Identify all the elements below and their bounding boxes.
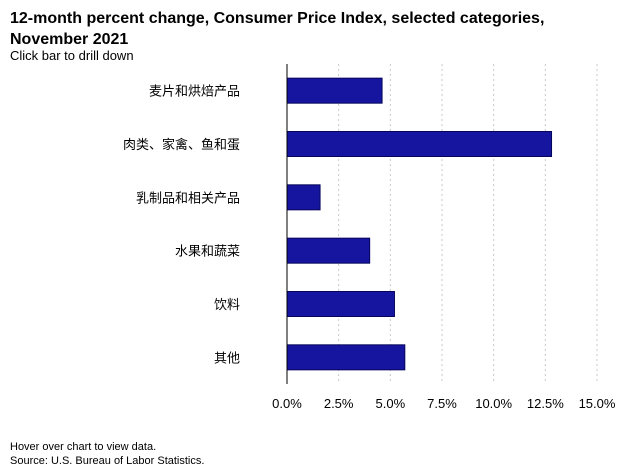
x-tick-label: 10.0% <box>475 396 512 411</box>
category-label: 其他 <box>214 351 240 366</box>
bar[interactable] <box>286 131 553 157</box>
category-label: 饮料 <box>214 298 240 313</box>
category-label: 肉类、家禽、鱼和蛋 <box>123 137 240 153</box>
bars <box>286 77 553 371</box>
category-label: 水果和蔬菜 <box>175 245 240 260</box>
x-tick-label: 5.0% <box>376 396 406 411</box>
bar[interactable] <box>286 77 383 104</box>
chart-footer: Hover over chart to view data. Source: U… <box>10 440 204 468</box>
x-tick-label: 7.5% <box>427 396 457 411</box>
x-tick-labels: 0.0% 2.5% 5.0% 7.5% 10.0% 12.5% 15.0% <box>272 396 616 411</box>
category-label: 乳制品和相关产品 <box>136 191 240 206</box>
gridlines <box>338 64 598 384</box>
x-tick-label: 0.0% <box>272 396 302 411</box>
bar[interactable] <box>286 344 406 371</box>
x-tick-label: 2.5% <box>324 396 354 411</box>
bar[interactable] <box>286 237 371 264</box>
x-tick-label: 12.5% <box>527 396 564 411</box>
chart-title: 12-month percent change, Consumer Price … <box>10 10 545 48</box>
bar[interactable] <box>286 184 321 211</box>
bar[interactable] <box>286 291 395 317</box>
source-note: Source: U.S. Bureau of Labor Statistics. <box>10 455 205 467</box>
x-tick-label: 15.0% <box>579 396 616 411</box>
category-label: 麦片和烘焙产品 <box>149 85 240 100</box>
chart-subtitle: Click bar to drill down <box>10 48 134 63</box>
hover-note: Hover over chart to view data. <box>10 441 157 453</box>
